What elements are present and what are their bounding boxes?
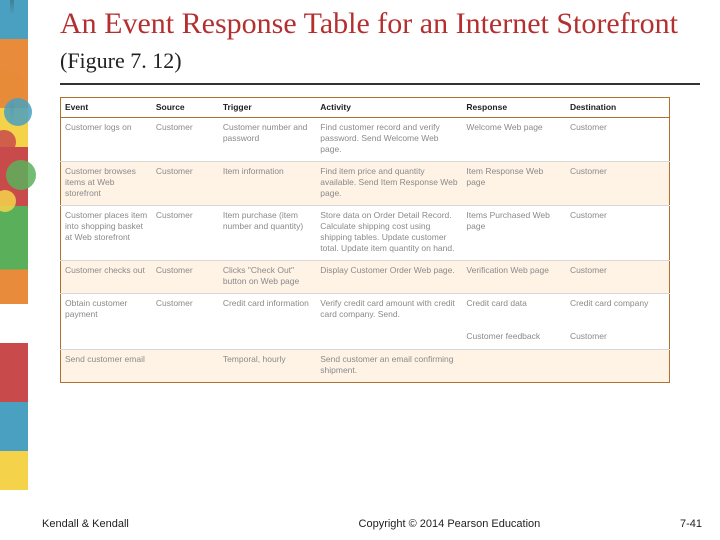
title-figure-ref: (Figure 7. 12) [60, 48, 182, 73]
table-row: Customer browses items at Web storefront… [61, 161, 670, 205]
footer-copyright: Copyright © 2014 Pearson Education [359, 518, 541, 530]
table-cell: Customer [566, 161, 670, 205]
table-cell: Find customer record and verify password… [316, 117, 462, 161]
table-cell: Temporal, hourly [219, 349, 316, 382]
table-cell: Customer [152, 294, 219, 349]
table-cell: Customer [566, 206, 670, 261]
table-cell: Customer checks out [61, 261, 152, 294]
table-cell [566, 349, 670, 382]
col-activity: Activity [316, 97, 462, 117]
table-cell: Customer [152, 117, 219, 161]
decorative-circles [0, 70, 40, 230]
col-source: Source [152, 97, 219, 117]
table-cell: Credit card information [219, 294, 316, 349]
table-row: Send customer email Temporal, hourlySend … [61, 349, 670, 382]
table-cell: Item purchase (item number and quantity) [219, 206, 316, 261]
table-cell: Verify credit card amount with credit ca… [316, 294, 462, 349]
footer-author: Kendall & Kendall [42, 518, 129, 530]
table-cell: Send customer email [61, 349, 152, 382]
col-response: Response [462, 97, 566, 117]
table-row: Customer places item into shopping baske… [61, 206, 670, 261]
table-cell: Customer [152, 206, 219, 261]
title-main: An Event Response Table for an Internet … [60, 7, 678, 40]
slide-content: An Event Response Table for an Internet … [60, 6, 700, 383]
table-cell: Obtain customer payment [61, 294, 152, 349]
col-trigger: Trigger [219, 97, 316, 117]
title-rule [60, 83, 700, 85]
table-cell: Customer [152, 261, 219, 294]
table-cell: Customer places item into shopping baske… [61, 206, 152, 261]
table-cell [152, 349, 219, 382]
table-cell: Customer [566, 261, 670, 294]
table-header-row: Event Source Trigger Activity Response D… [61, 97, 670, 117]
table-cell: Clicks "Check Out" button on Web page [219, 261, 316, 294]
table-row: Obtain customer paymentCustomerCredit ca… [61, 294, 670, 349]
table-cell: Credit card companyCustomer [566, 294, 670, 349]
table-cell: Item information [219, 161, 316, 205]
table-row: Customer logs onCustomerCustomer number … [61, 117, 670, 161]
table-cell: Customer number and password [219, 117, 316, 161]
table-cell: Items Purchased Web page [462, 206, 566, 261]
table-cell: Customer browses items at Web storefront [61, 161, 152, 205]
col-destination: Destination [566, 97, 670, 117]
table-cell: Store data on Order Detail Record. Calcu… [316, 206, 462, 261]
slide-footer: Kendall & Kendall Copyright © 2014 Pears… [42, 518, 702, 530]
table-row: Customer checks outCustomerClicks "Check… [61, 261, 670, 294]
table-cell: Verification Web page [462, 261, 566, 294]
table-cell: Find item price and quantity available. … [316, 161, 462, 205]
table-cell: Item Response Web page [462, 161, 566, 205]
slide-title: An Event Response Table for an Internet … [60, 6, 700, 77]
table-cell: Customer logs on [61, 117, 152, 161]
event-response-table: Event Source Trigger Activity Response D… [60, 97, 670, 383]
table-cell: Display Customer Order Web page. [316, 261, 462, 294]
table-cell: Customer [152, 161, 219, 205]
table-cell [462, 349, 566, 382]
table-cell: Welcome Web page [462, 117, 566, 161]
table-cell: Customer [566, 117, 670, 161]
table-cell: Send customer an email confirming shipme… [316, 349, 462, 382]
col-event: Event [61, 97, 152, 117]
event-response-table-wrap: Event Source Trigger Activity Response D… [60, 97, 670, 383]
table-cell: Credit card dataCustomer feedback [462, 294, 566, 349]
footer-page: 7-41 [680, 518, 702, 530]
